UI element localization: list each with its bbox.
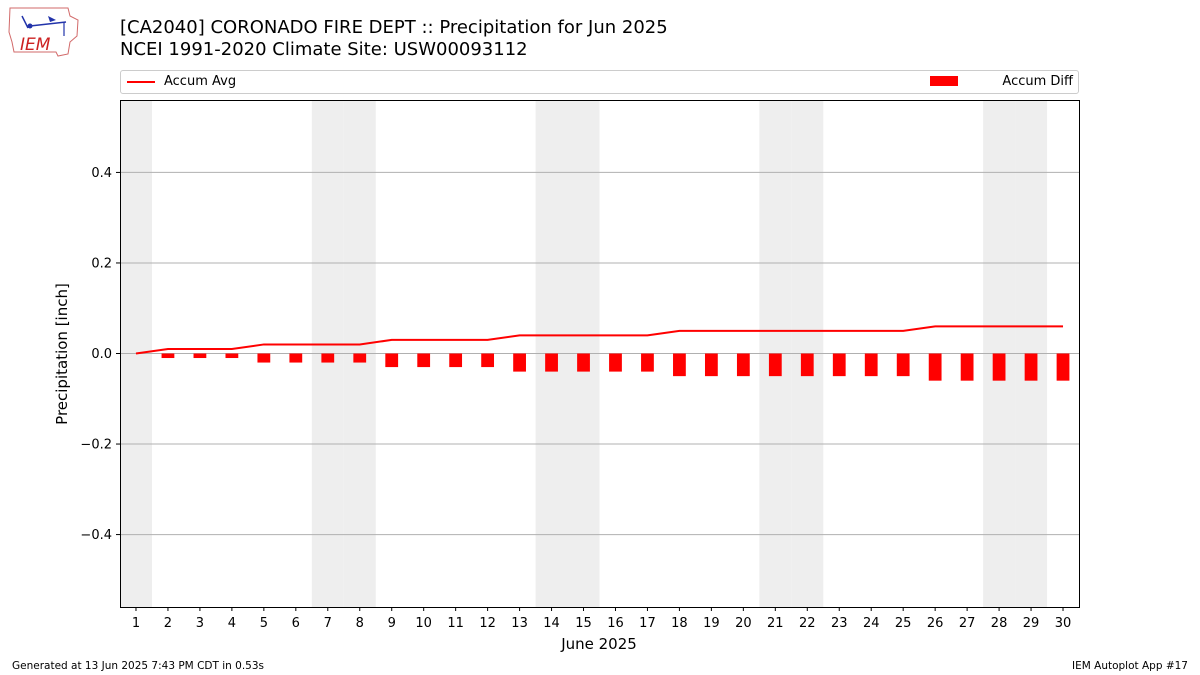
bar-accum-diff [161,353,175,359]
footer-generated: Generated at 13 Jun 2025 7:43 PM CDT in … [12,660,265,672]
legend: Accum Avg Accum Diff [120,70,1079,94]
x-tick-label: 6 [292,616,300,631]
bar-accum-diff [1024,353,1038,381]
bar-accum-diff [193,353,207,359]
footer-app: IEM Autoplot App #17 [1072,660,1188,672]
gridlines [120,171,1079,536]
bar-accum-diff [449,353,463,368]
bar-accum-diff [673,353,686,377]
bar-accum-diff [864,353,878,377]
y-axis-ticks: −0.4 −0.2 0.0 0.2 0.4 [80,166,120,543]
bar-accum-diff [960,353,974,381]
x-tick-label: 26 [927,616,944,631]
x-tick-label: 14 [543,616,560,631]
x-tick-label: 7 [324,616,332,631]
line [135,325,1064,355]
y-tick-label: −0.2 [80,438,112,453]
bar-accum-diff [928,353,942,381]
x-tick-label: 25 [895,616,912,631]
x-tick-label: 19 [703,616,720,631]
chart-subtitle: NCEI 1991-2020 Climate Site: USW00093112 [120,39,528,60]
legend-line-swatch [127,81,155,83]
legend-label-accum-diff: Accum Diff [1002,74,1073,89]
bar-accum-diff [1056,353,1070,381]
x-tick-label: 11 [447,616,464,631]
legend-label-accum-avg: Accum Avg [164,74,237,89]
bar-accum-diff [353,353,367,363]
y-tick-label: 0.2 [91,256,112,271]
bar-accum-diff [417,353,431,368]
bar-accum-diff [896,353,910,377]
x-tick-label: 27 [959,616,976,631]
bar-accum-diff [832,353,846,377]
bar-accum-diff [768,353,782,377]
x-tick-label: 15 [575,616,592,631]
x-tick-label: 29 [1023,616,1040,631]
bar-accum-diff [545,353,558,372]
bar-accum-diff [577,353,590,372]
bar-accum-diff [481,353,495,368]
x-tick-label: 10 [415,616,432,631]
chart-title: [CA2040] CORONADO FIRE DEPT :: Precipita… [120,17,668,38]
x-tick-label: 13 [511,616,528,631]
x-axis-label: June 2025 [560,635,637,653]
bar-accum-diff [704,353,718,377]
x-tick-label: 18 [671,616,688,631]
x-tick-label: 3 [196,616,204,631]
bar-accum-diff [321,353,335,363]
x-tick-label: 5 [260,616,268,631]
x-tick-label: 8 [356,616,364,631]
line-accum-avg [135,325,1064,355]
bar-accum-diff [257,353,271,363]
bar-accum-diff [800,353,814,377]
plot-frame [120,100,1080,608]
x-tick-label: 28 [991,616,1008,631]
x-tick-label: 24 [863,616,880,631]
x-tick-label: 2 [164,616,172,631]
x-tick-label: 23 [831,616,848,631]
y-tick-label: −0.4 [80,528,112,543]
bar-accum-diff [225,353,239,359]
bars [161,353,1070,381]
x-tick-label: 20 [735,616,752,631]
y-tick-label: 0.4 [91,166,112,181]
x-tick-label: 9 [388,616,396,631]
x-tick-label: 12 [479,616,496,631]
y-axis-label: Precipitation [inch] [53,283,71,425]
x-tick-label: 17 [639,616,656,631]
x-tick-label: 21 [767,616,784,631]
legend-bar-swatch [930,76,958,86]
bar-accum-diff [641,353,654,372]
bar-accum-diff [609,353,622,372]
x-tick-label: 4 [228,616,236,631]
x-tick-label: 16 [607,616,624,631]
bar-accum-diff [736,353,750,377]
x-tick-label: 1 [132,616,140,631]
bar-accum-diff [513,353,526,372]
bar-accum-diff [385,353,399,368]
bar-accum-diff [992,353,1006,381]
bar-accum-diff [289,353,303,363]
iem-logo: IEM [8,7,79,57]
x-tick-label: 22 [799,616,816,631]
logo-text: IEM [20,35,51,55]
x-axis-ticks: 1 2 3 4 5 6 7 8 9 10 11 12 13 14 15 16 17 18 19 20 21 22 23 24 2… [132,607,1071,631]
y-tick-label: 0.0 [91,347,112,362]
x-tick-label: 30 [1055,616,1072,631]
